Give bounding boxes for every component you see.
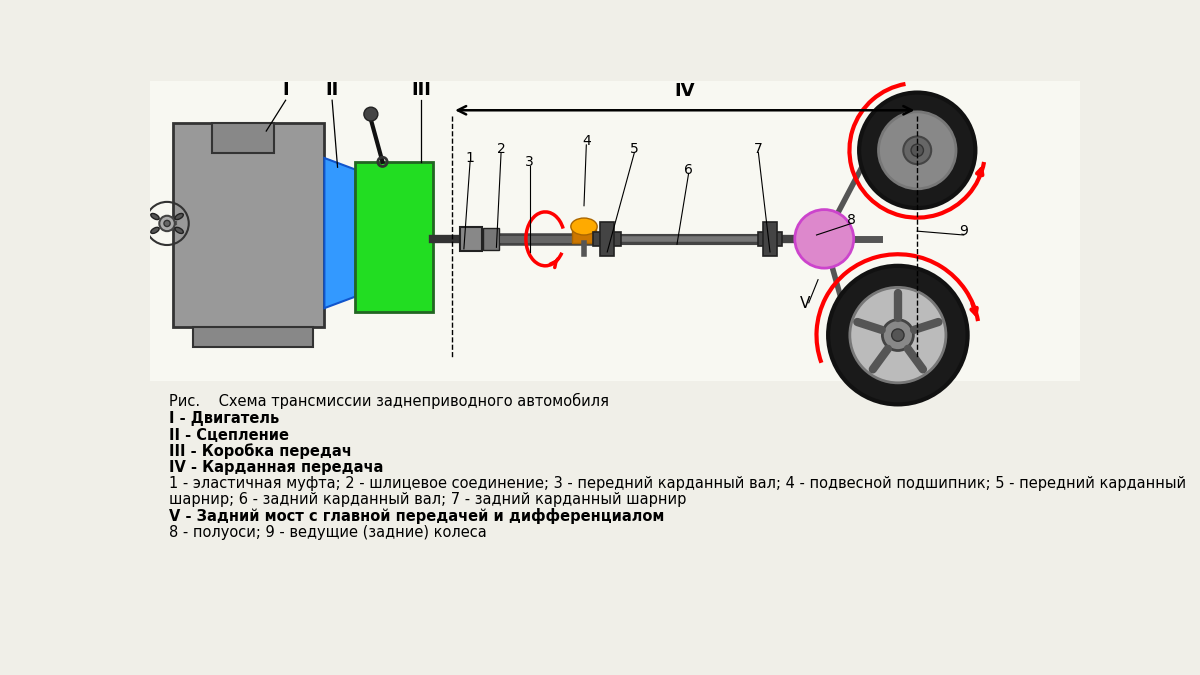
Circle shape [160, 216, 175, 231]
Text: 6: 6 [684, 163, 694, 177]
Circle shape [878, 112, 956, 189]
Ellipse shape [175, 227, 184, 234]
Text: Рис.    Схема трансмиссии заднеприводного автомобиля: Рис. Схема трансмиссии заднеприводного а… [169, 393, 610, 409]
Text: 3: 3 [526, 155, 534, 169]
Bar [460, 227, 481, 251]
Circle shape [892, 329, 904, 342]
Circle shape [859, 92, 976, 208]
Text: 4: 4 [582, 134, 590, 148]
Bar [593, 232, 622, 246]
Circle shape [794, 210, 853, 268]
Bar [484, 228, 499, 250]
Text: V: V [799, 296, 810, 311]
Ellipse shape [571, 218, 598, 235]
Text: IV - Карданная передача: IV - Карданная передача [169, 460, 384, 475]
Circle shape [882, 320, 913, 350]
Text: 8: 8 [847, 213, 856, 227]
Circle shape [164, 220, 170, 227]
Text: II: II [325, 81, 338, 99]
Text: шарнир; 6 - задний карданный вал; 7 - задний карданный шарнир: шарнир; 6 - задний карданный вал; 7 - за… [169, 492, 686, 507]
Bar [571, 227, 596, 244]
Text: III - Коробка передач: III - Коробка передач [169, 443, 352, 460]
Text: 5: 5 [630, 142, 638, 156]
Polygon shape [324, 158, 355, 308]
Ellipse shape [151, 213, 160, 219]
Circle shape [850, 288, 946, 383]
Ellipse shape [175, 213, 184, 219]
Text: 1: 1 [466, 151, 474, 165]
Circle shape [904, 136, 931, 164]
Bar [173, 124, 324, 327]
Text: III: III [412, 81, 431, 99]
Text: V - Задний мост с главной передачей и дифференциалом: V - Задний мост с главной передачей и ди… [169, 508, 665, 524]
Bar [212, 124, 274, 153]
Text: 1 - эластичная муфта; 2 - шлицевое соединение; 3 - передний карданный вал; 4 - п: 1 - эластичная муфта; 2 - шлицевое соеди… [169, 476, 1187, 491]
Bar [600, 222, 614, 256]
Text: 2: 2 [497, 142, 505, 156]
Bar [193, 327, 313, 347]
Text: 8 - полуоси; 9 - ведущие (задние) колеса: 8 - полуоси; 9 - ведущие (задние) колеса [169, 524, 487, 539]
Text: IV: IV [674, 82, 695, 101]
Circle shape [828, 266, 967, 404]
Bar [150, 81, 1080, 381]
Text: I: I [282, 81, 289, 99]
Circle shape [364, 107, 378, 121]
Text: II - Сцепление: II - Сцепление [169, 427, 289, 443]
Bar [355, 162, 433, 312]
Text: 7: 7 [754, 142, 763, 156]
Text: I - Двигатель: I - Двигатель [169, 411, 280, 427]
Circle shape [911, 144, 924, 157]
Bar [758, 232, 781, 246]
Text: 9: 9 [959, 224, 968, 238]
Bar [763, 222, 776, 256]
Ellipse shape [151, 227, 160, 234]
